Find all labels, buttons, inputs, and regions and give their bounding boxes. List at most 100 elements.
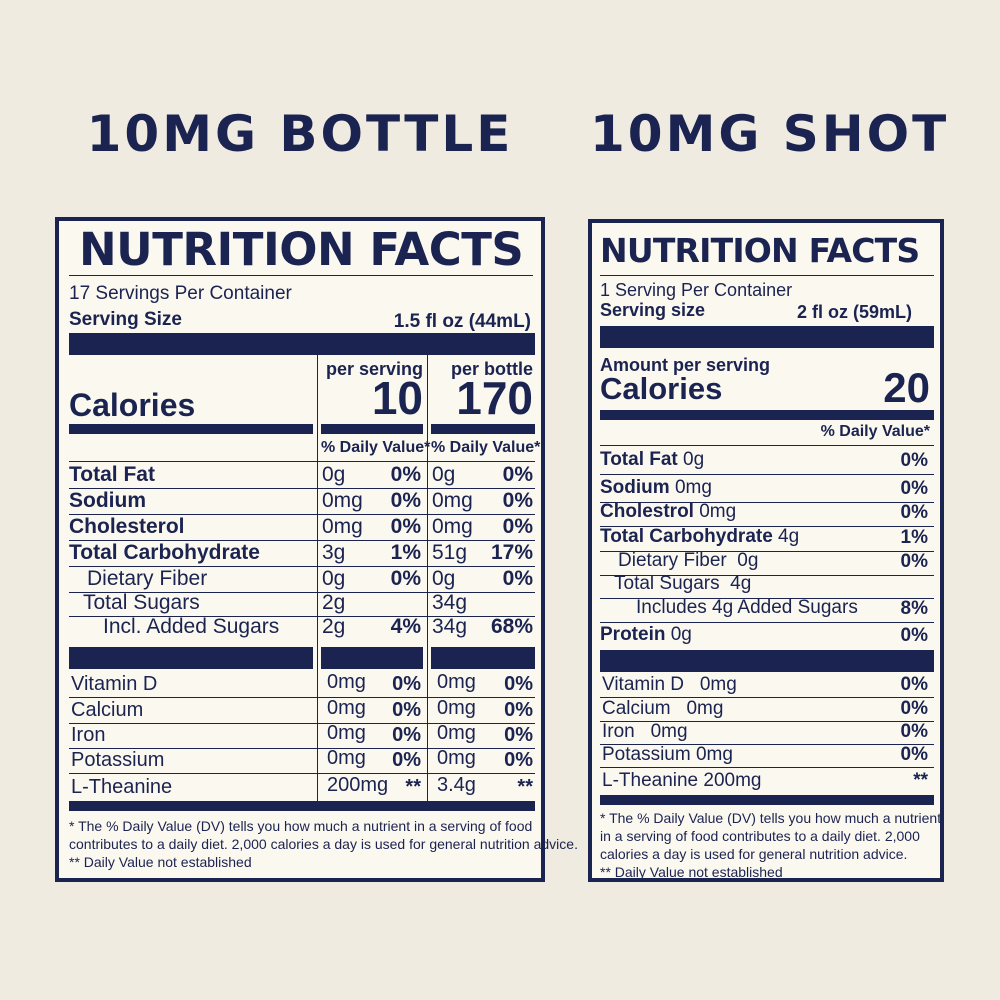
bottle-vitamin-serving-pct: ** [405, 776, 421, 798]
bottle-nutrient-bottle-pct: 0% [502, 567, 533, 590]
bottle-nutrient-serving-amount: 2g [322, 591, 346, 614]
shot-nutrient-label: Total Carbohydrate 4g [600, 526, 799, 548]
shot-nutrient-pct: 1% [900, 527, 928, 548]
bottle-vitamin-bottle-amount: 0mg [437, 722, 476, 744]
bottle-title: NUTRITION FACTS [79, 223, 524, 276]
shot-footnote-3: calories a day is used for general nutri… [600, 846, 908, 862]
bottle-nutrient-serving-pct: 0% [390, 515, 421, 538]
shot-nutrient-amount: 0mg [669, 477, 712, 498]
bottle-nutrient-serving-pct: 0% [390, 567, 421, 590]
bottle-vitamin-bottle-amount: 0mg [437, 747, 476, 769]
shot-row-rule [600, 598, 934, 599]
bottle-row-rule [69, 697, 535, 698]
bottle-nutrient-label: Incl. Added Sugars [103, 615, 280, 638]
shot-vitamin-pct: 0% [900, 674, 928, 695]
bottle-row-rule [69, 592, 535, 593]
bottle-vitamin-label: L-Theanine [71, 776, 173, 798]
shot-cal-bar [600, 410, 934, 420]
shot-calories-label: Calories [600, 371, 723, 406]
bottle-nutrient-serving-amount: 0g [322, 567, 346, 590]
bottle-footnote-1: * The % Daily Value (DV) tells you how m… [69, 818, 533, 834]
bottle-vit-bar-a [69, 647, 313, 669]
bottle-nutrient-bottle-amount: 51g [432, 541, 468, 564]
bottle-cal-bar-c [431, 424, 535, 434]
bottle-row-rule [69, 514, 535, 515]
shot-title: NUTRITION FACTS [600, 231, 920, 270]
bottle-nutrient-label: Total Fat [69, 463, 155, 486]
bottle-row-rule [69, 566, 535, 567]
bottle-nutrient-serving-pct: 0% [390, 489, 421, 512]
bottle-vitamin-serving-pct: 0% [392, 673, 421, 695]
bottle-footnote-2: contributes to a daily diet. 2,000 calor… [69, 836, 578, 852]
shot-nutrient-label: Dietary Fiber 0g [618, 550, 758, 572]
bottle-nutrient-bottle-amount: 0mg [432, 515, 473, 538]
shot-nutrient-label: Sodium 0mg [600, 477, 712, 499]
bottle-nutrient-serving-pct: 1% [390, 541, 421, 564]
bottle-row-rule [69, 773, 535, 774]
bottle-dv-header-1: % Daily Value* [321, 439, 431, 456]
bottle-cal-bar-b [321, 424, 423, 434]
shot-nutrient-amount: 0g [665, 624, 692, 645]
shot-nutrient-amount: 4g [772, 526, 800, 547]
shot-thick-bar [600, 326, 934, 348]
shot-row-rule [600, 721, 934, 722]
shot-nutrient-name: Total Carbohydrate [600, 526, 773, 547]
shot-footnote-1: * The % Daily Value (DV) tells you how m… [600, 810, 942, 826]
bottle-vitamin-bottle-pct: 0% [504, 749, 533, 771]
shot-dv-header: % Daily Value* [820, 423, 930, 440]
bottle-nutrient-bottle-amount: 0g [432, 567, 456, 590]
shot-vitamin-label: Vitamin D 0mg [602, 674, 737, 695]
shot-nutrient-label: Protein 0g [600, 624, 692, 646]
shot-serving-size-value: 2 fl oz (59mL) [796, 302, 912, 322]
shot-serving-size-label: Serving size [600, 300, 706, 320]
shot-nutrient-label: Total Fat 0g [600, 449, 704, 471]
shot-servings: 1 Serving Per Container [600, 280, 793, 300]
bottle-footnote-3: ** Daily Value not established [69, 854, 252, 870]
bottle-nutrient-bottle-pct: 0% [502, 515, 533, 538]
shot-nutrient-pct: 0% [900, 551, 928, 572]
bottle-serving-size-value: 1.5 fl oz (44mL) [393, 311, 531, 332]
bottle-nutrient-bottle-amount: 0mg [432, 489, 473, 512]
shot-nutrient-amount: 0g [677, 449, 705, 470]
bottle-nutrient-label: Sodium [69, 489, 146, 512]
shot-nutrient-pct: 0% [900, 450, 928, 471]
bottle-vitamin-label: Potassium [71, 749, 165, 771]
shot-row-rule [600, 526, 934, 527]
shot-dv-rule [600, 445, 934, 446]
bottle-nutrient-label: Total Sugars [83, 591, 200, 614]
bottle-vitamin-bottle-amount: 3.4g [437, 774, 476, 796]
bottle-col2-calories: 170 [456, 372, 533, 424]
bottle-thick-bar [69, 333, 535, 355]
shot-footnote-2: in a serving of food contributes to a da… [600, 828, 920, 844]
bottle-servings: 17 Servings Per Container [69, 283, 292, 304]
shot-heading: 10MG SHOT [590, 105, 950, 163]
bottle-nutrient-bottle-pct: 0% [502, 463, 533, 486]
bottle-nutrient-bottle-amount: 0g [432, 463, 456, 486]
bottle-dv-rule [69, 461, 535, 462]
bottle-nutrient-label: Dietary Fiber [87, 567, 208, 590]
bottle-vitamin-bottle-pct: 0% [504, 699, 533, 721]
bottle-vitamin-serving-pct: 0% [392, 724, 421, 746]
shot-calories-value: 20 [883, 364, 930, 411]
bottle-nutrient-serving-amount: 0mg [322, 489, 363, 512]
bottle-vitamin-serving-pct: 0% [392, 699, 421, 721]
bottle-vit-bar-c [431, 647, 535, 669]
bottle-nutrient-bottle-pct: 0% [502, 489, 533, 512]
bottle-vitamin-serving-amount: 0mg [327, 722, 366, 744]
bottle-heading: 10MG BOTTLE [86, 105, 514, 163]
bottle-row-rule [69, 723, 535, 724]
shot-footnote-4: ** Daily Value not established [600, 864, 783, 880]
shot-vitamin-label: Potassium 0mg [602, 744, 733, 765]
shot-nutrient-pct: 8% [900, 598, 928, 619]
shot-vit-bar [600, 650, 934, 672]
shot-vitamin-label: L-Theanine 200mg [602, 770, 762, 791]
shot-row-rule [600, 474, 934, 475]
bottle-vitamin-label: Vitamin D [71, 673, 158, 695]
bottle-nutrient-bottle-pct: 68% [490, 615, 533, 638]
shot-amount-label: Amount per serving [600, 355, 771, 375]
bottle-vitamin-serving-amount: 0mg [327, 671, 366, 693]
bottle-vitamin-serving-amount: 0mg [327, 747, 366, 769]
bottle-nutrient-bottle-amount: 34g [432, 615, 468, 638]
bottle-serving-size-label: Serving Size [69, 309, 182, 330]
bottle-nutrient-bottle-amount: 34g [432, 591, 468, 614]
